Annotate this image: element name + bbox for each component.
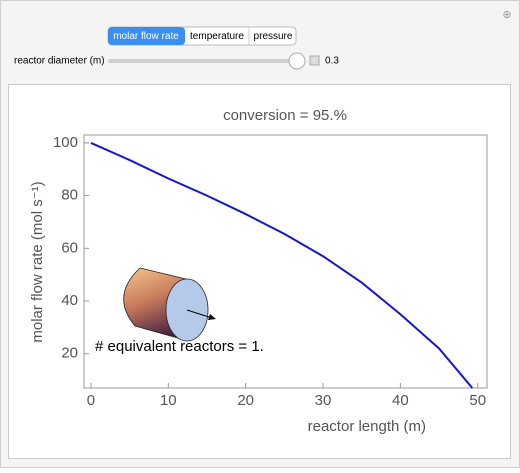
slider-thumb[interactable] xyxy=(288,52,306,70)
y-tick-label: 60 xyxy=(61,239,78,256)
reactor-illustration xyxy=(123,267,216,342)
slider-track[interactable] xyxy=(108,59,305,63)
y-tick-label: 100 xyxy=(53,134,78,151)
annotation: # equivalent reactors = 1. xyxy=(95,338,264,355)
plot-panel xyxy=(8,84,511,459)
y-tick-label: 80 xyxy=(61,187,78,204)
y-axis-label: molar flow rate (mol s⁻¹) xyxy=(29,181,46,342)
data-line xyxy=(90,141,474,389)
options-icon[interactable]: ⊕ xyxy=(502,9,511,21)
x-tick-label: 20 xyxy=(237,392,254,409)
chart-title: conversion = 95.% xyxy=(223,107,347,124)
slider-plus[interactable] xyxy=(309,55,320,66)
tab[interactable]: temperature xyxy=(190,31,244,42)
x-tick-label: 50 xyxy=(469,392,486,409)
y-tick-label: 20 xyxy=(61,345,78,362)
x-tick-label: 30 xyxy=(315,392,332,409)
x-tick-label: 10 xyxy=(160,392,177,409)
x-axis-label: reactor length (m) xyxy=(308,418,426,435)
slider-label: reactor diameter (m) xyxy=(14,56,105,67)
slider-value: 0.3 xyxy=(325,56,339,67)
tab[interactable]: pressure xyxy=(254,31,293,42)
tab[interactable]: molar flow rate xyxy=(113,31,179,42)
plot-frame xyxy=(83,134,488,389)
tab-selected[interactable] xyxy=(108,27,185,45)
y-tick-label: 40 xyxy=(61,292,78,309)
x-tick-label: 40 xyxy=(392,392,409,409)
x-tick-label: 0 xyxy=(87,392,95,409)
